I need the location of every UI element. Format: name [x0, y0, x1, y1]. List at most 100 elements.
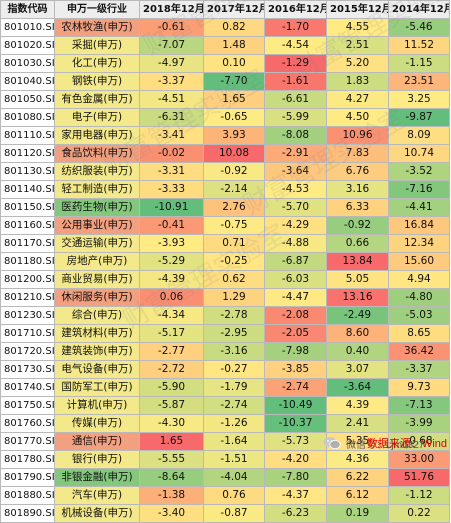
cell-return-value[interactable]: 8.65 [389, 325, 450, 343]
cell-return-value[interactable]: 0.10 [204, 55, 265, 73]
cell-return-value[interactable]: 11.52 [389, 37, 450, 55]
cell-return-value[interactable]: -0.87 [204, 505, 265, 523]
cell-index-code[interactable]: 801880.SI [1, 487, 55, 505]
cell-return-value[interactable]: 0.22 [389, 505, 450, 523]
cell-return-value[interactable]: 0.66 [327, 235, 389, 253]
cell-index-code[interactable]: 801750.SI [1, 397, 55, 415]
cell-return-value[interactable]: -3.37 [389, 361, 450, 379]
cell-return-value[interactable]: -7.16 [389, 181, 450, 199]
cell-industry-name[interactable]: 家用电器(申万) [55, 127, 140, 145]
cell-return-value[interactable]: -4.47 [265, 289, 327, 307]
cell-industry-name[interactable]: 电气设备(申万) [55, 361, 140, 379]
cell-return-value[interactable]: -3.64 [265, 163, 327, 181]
cell-index-code[interactable]: 801040.SI [1, 73, 55, 91]
cell-industry-name[interactable]: 综合(申万) [55, 307, 140, 325]
cell-return-value[interactable]: 3.25 [389, 91, 450, 109]
cell-index-code[interactable]: 801180.SI [1, 253, 55, 271]
cell-return-value[interactable]: -0.61 [140, 19, 204, 37]
header-cell-code[interactable]: 指数代码 [1, 1, 55, 19]
cell-return-value[interactable]: -2.05 [265, 325, 327, 343]
cell-industry-name[interactable]: 医药生物(申万) [55, 199, 140, 217]
cell-industry-name[interactable]: 商业贸易(申万) [55, 271, 140, 289]
cell-index-code[interactable]: 801110.SI [1, 127, 55, 145]
cell-return-value[interactable]: 0.82 [204, 19, 265, 37]
cell-industry-name[interactable]: 有色金属(申万) [55, 91, 140, 109]
cell-industry-name[interactable]: 国防军工(申万) [55, 379, 140, 397]
cell-return-value[interactable]: -4.30 [140, 415, 204, 433]
cell-return-value[interactable]: -5.70 [265, 199, 327, 217]
cell-return-value[interactable]: -1.12 [389, 487, 450, 505]
cell-return-value[interactable]: 2.41 [327, 415, 389, 433]
cell-return-value[interactable]: -6.61 [265, 91, 327, 109]
cell-index-code[interactable]: 801890.SI [1, 505, 55, 523]
cell-return-value[interactable]: 0.06 [140, 289, 204, 307]
cell-industry-name[interactable]: 非银金融(申万) [55, 469, 140, 487]
cell-return-value[interactable]: 15.60 [389, 253, 450, 271]
cell-index-code[interactable]: 801790.SI [1, 469, 55, 487]
cell-return-value[interactable]: -5.99 [265, 109, 327, 127]
cell-return-value[interactable]: 7.83 [327, 145, 389, 163]
cell-return-value[interactable]: 4.50 [327, 109, 389, 127]
cell-industry-name[interactable]: 休闲服务(申万) [55, 289, 140, 307]
cell-return-value[interactable]: -1.61 [265, 73, 327, 91]
cell-index-code[interactable]: 801710.SI [1, 325, 55, 343]
cell-return-value[interactable]: -6.87 [265, 253, 327, 271]
cell-return-value[interactable]: 3.93 [204, 127, 265, 145]
cell-industry-name[interactable]: 电子(申万) [55, 109, 140, 127]
cell-return-value[interactable]: -6.23 [265, 505, 327, 523]
cell-index-code[interactable]: 801050.SI [1, 91, 55, 109]
cell-index-code[interactable]: 801230.SI [1, 307, 55, 325]
cell-return-value[interactable]: 4.55 [327, 19, 389, 37]
cell-return-value[interactable]: -1.15 [389, 55, 450, 73]
cell-return-value[interactable]: -0.41 [140, 217, 204, 235]
cell-return-value[interactable]: -3.41 [140, 127, 204, 145]
cell-return-value[interactable]: -4.54 [265, 37, 327, 55]
cell-return-value[interactable]: -7.98 [265, 343, 327, 361]
cell-index-code[interactable]: 801130.SI [1, 163, 55, 181]
cell-return-value[interactable]: -5.29 [140, 253, 204, 271]
cell-return-value[interactable]: -3.64 [327, 379, 389, 397]
cell-return-value[interactable]: -5.46 [389, 19, 450, 37]
cell-return-value[interactable]: -0.25 [204, 253, 265, 271]
cell-return-value[interactable]: 0.40 [327, 343, 389, 361]
cell-return-value[interactable]: 1.29 [204, 289, 265, 307]
cell-return-value[interactable]: -4.29 [265, 217, 327, 235]
cell-return-value[interactable]: 3.07 [327, 361, 389, 379]
cell-return-value[interactable]: -2.91 [265, 145, 327, 163]
cell-industry-name[interactable]: 房地产(申万) [55, 253, 140, 271]
cell-index-code[interactable]: 801080.SI [1, 109, 55, 127]
cell-return-value[interactable]: -1.29 [265, 55, 327, 73]
cell-return-value[interactable]: 5.05 [327, 271, 389, 289]
cell-index-code[interactable]: 801730.SI [1, 361, 55, 379]
cell-return-value[interactable]: -0.75 [204, 217, 265, 235]
cell-return-value[interactable]: 0.62 [204, 271, 265, 289]
cell-index-code[interactable]: 801020.SI [1, 37, 55, 55]
cell-industry-name[interactable]: 纺织服装(申万) [55, 163, 140, 181]
cell-return-value[interactable]: 10.74 [389, 145, 450, 163]
cell-return-value[interactable]: 0.71 [204, 235, 265, 253]
cell-industry-name[interactable]: 建筑材料(申万) [55, 325, 140, 343]
cell-return-value[interactable]: -5.87 [140, 397, 204, 415]
cell-index-code[interactable]: 801140.SI [1, 181, 55, 199]
cell-return-value[interactable]: -4.88 [265, 235, 327, 253]
cell-return-value[interactable]: -2.14 [204, 181, 265, 199]
cell-return-value[interactable]: -2.74 [204, 397, 265, 415]
cell-return-value[interactable]: -1.70 [265, 19, 327, 37]
cell-return-value[interactable]: -3.52 [389, 163, 450, 181]
cell-return-value[interactable]: -10.91 [140, 199, 204, 217]
cell-return-value[interactable]: 9.73 [389, 379, 450, 397]
cell-return-value[interactable]: 1.48 [204, 37, 265, 55]
cell-return-value[interactable]: -3.99 [389, 415, 450, 433]
cell-return-value[interactable]: -1.38 [140, 487, 204, 505]
cell-index-code[interactable]: 801160.SI [1, 217, 55, 235]
cell-return-value[interactable]: 12.34 [389, 235, 450, 253]
cell-return-value[interactable]: -4.39 [140, 271, 204, 289]
header-cell-2017[interactable]: 2017年12月 [204, 1, 265, 19]
cell-return-value[interactable]: -0.65 [204, 109, 265, 127]
cell-return-value[interactable]: -4.53 [265, 181, 327, 199]
cell-return-value[interactable]: 6.12 [327, 487, 389, 505]
cell-index-code[interactable]: 801210.SI [1, 289, 55, 307]
cell-return-value[interactable]: 0.19 [327, 505, 389, 523]
cell-index-code[interactable]: 801760.SI [1, 415, 55, 433]
cell-return-value[interactable]: -7.80 [265, 469, 327, 487]
